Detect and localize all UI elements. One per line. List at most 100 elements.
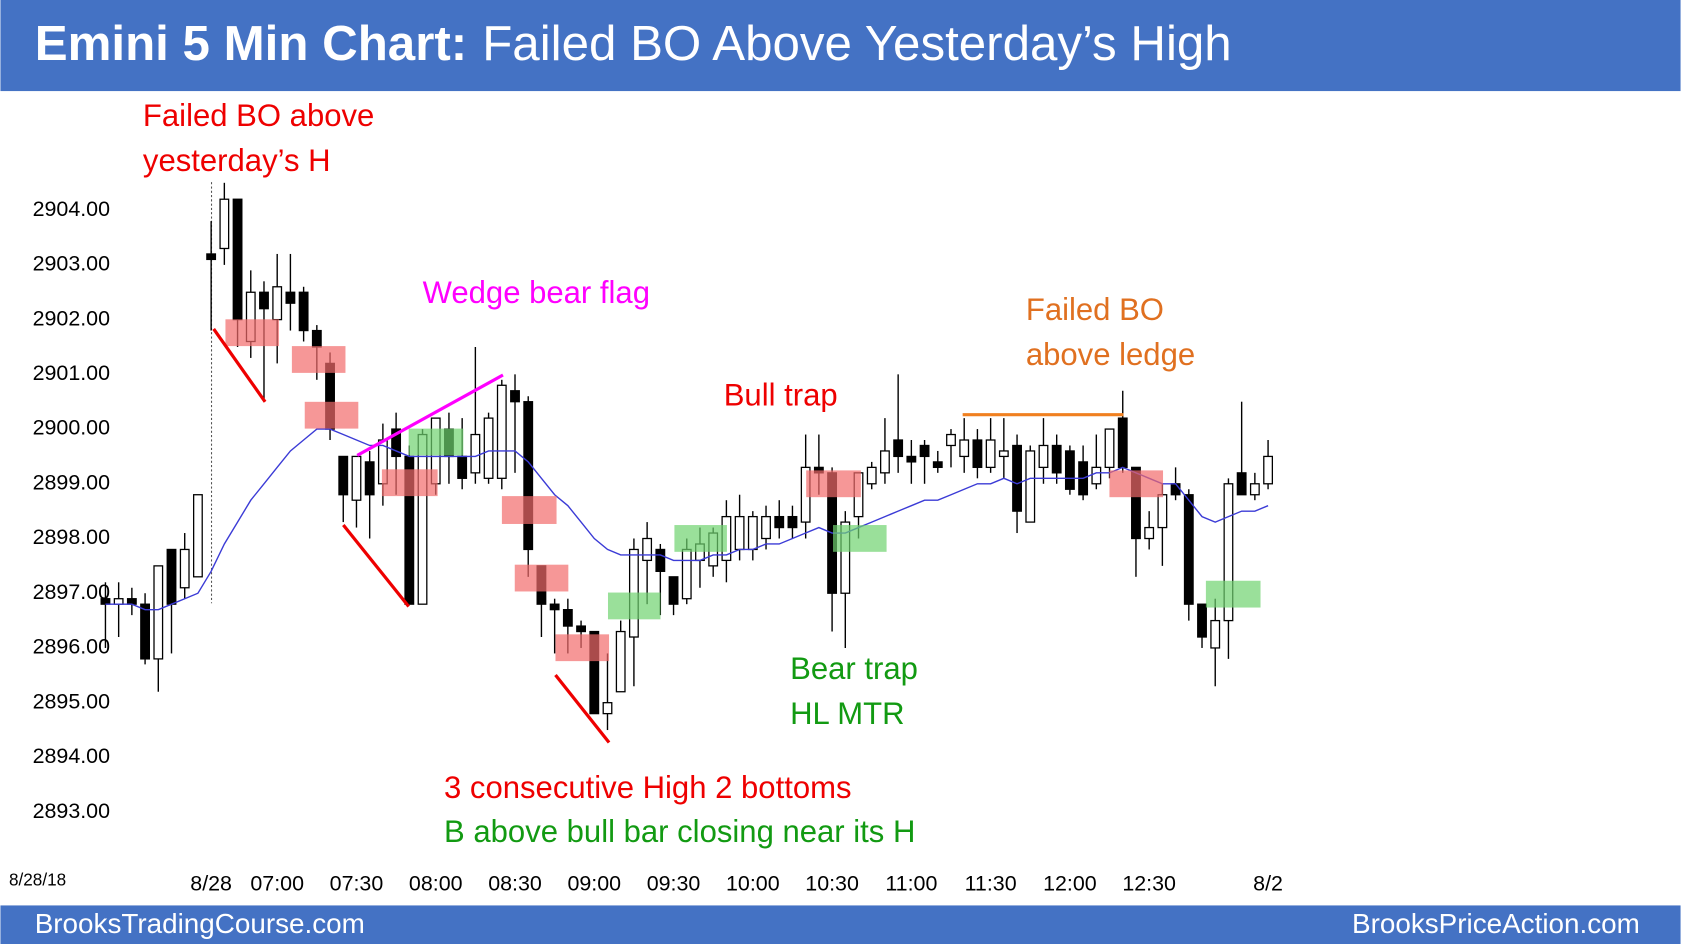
sell-box bbox=[291, 346, 346, 373]
x-tick-label: 11:30 bbox=[965, 872, 1017, 896]
sell-box bbox=[501, 496, 557, 524]
candle-body bbox=[1223, 483, 1234, 622]
candle-body bbox=[549, 603, 560, 611]
y-tick-label: 2893.00 bbox=[33, 799, 111, 823]
candle-body bbox=[483, 417, 494, 479]
candle-body bbox=[880, 450, 890, 474]
candle-body bbox=[1170, 483, 1181, 496]
candle-body bbox=[602, 702, 613, 715]
candle-body bbox=[893, 439, 904, 458]
candle-body bbox=[734, 515, 745, 551]
y-tick-label: 2901.00 bbox=[33, 361, 111, 385]
title-rest: Failed BO Above Yesterday’s High bbox=[482, 16, 1232, 71]
annotation: 3 consecutive High 2 bottoms bbox=[444, 770, 851, 805]
candle-body bbox=[1183, 494, 1194, 605]
candle-body bbox=[1197, 603, 1207, 638]
candle-body bbox=[985, 439, 996, 469]
candle-body bbox=[946, 433, 956, 447]
candle-body bbox=[1263, 455, 1274, 485]
x-tick-label: 08:30 bbox=[488, 872, 542, 896]
sell-box bbox=[555, 634, 610, 662]
candle-body bbox=[1144, 526, 1155, 540]
candle-body bbox=[417, 433, 428, 605]
x-tick-label: 8/28 bbox=[190, 872, 232, 896]
y-tick-label: 2895.00 bbox=[33, 689, 111, 713]
title-bold: Emini 5 Min Chart: bbox=[35, 16, 467, 71]
candle-body bbox=[1091, 466, 1102, 485]
ema-line bbox=[105, 428, 1269, 611]
annotation: yesterday’s H bbox=[143, 143, 331, 178]
buy-box bbox=[832, 525, 887, 552]
candle-body bbox=[391, 428, 402, 458]
candle-body bbox=[840, 521, 851, 594]
candle-body bbox=[523, 401, 534, 551]
candle-body bbox=[179, 548, 190, 589]
candle-body bbox=[364, 461, 375, 496]
candle-body bbox=[140, 603, 151, 660]
candle-body bbox=[576, 625, 586, 633]
candle-body bbox=[1064, 450, 1075, 490]
x-tick-label: 09:30 bbox=[647, 872, 701, 896]
candle-body bbox=[1157, 494, 1168, 529]
candle-body bbox=[496, 384, 507, 479]
candle-body bbox=[972, 439, 983, 469]
candle-body bbox=[285, 291, 296, 304]
trend-lines bbox=[212, 328, 1124, 744]
candle-body bbox=[1051, 444, 1062, 474]
footer-right: BrooksPriceAction.com bbox=[1352, 908, 1640, 939]
y-tick-label: 2902.00 bbox=[33, 306, 111, 330]
candle-body bbox=[787, 515, 798, 529]
candle-body bbox=[1038, 444, 1049, 469]
buy-box bbox=[674, 525, 727, 552]
candle-body bbox=[1210, 619, 1221, 649]
x-tick-label: 09:00 bbox=[567, 872, 621, 896]
candle-body bbox=[113, 598, 124, 605]
x-tick-label: 08:00 bbox=[409, 872, 463, 896]
candle-body bbox=[510, 390, 520, 403]
buy-box bbox=[1205, 580, 1261, 608]
candle-body bbox=[932, 461, 943, 469]
annotation: Bear trap bbox=[790, 651, 918, 686]
footer-left: BrooksTradingCourse.com bbox=[35, 908, 365, 939]
candle-body bbox=[470, 433, 481, 474]
candle-body bbox=[1025, 450, 1036, 523]
candle-body bbox=[589, 630, 600, 715]
annotation: Failed BO above bbox=[143, 98, 374, 133]
candle-body bbox=[1104, 428, 1115, 469]
candle-body bbox=[1117, 417, 1128, 469]
candle-body bbox=[232, 198, 243, 321]
candle-body bbox=[192, 494, 203, 578]
candle-body bbox=[747, 515, 758, 551]
sell-box bbox=[1109, 470, 1164, 498]
annotation: above ledge bbox=[1026, 337, 1195, 372]
red-line bbox=[342, 524, 410, 608]
red-line bbox=[554, 674, 611, 744]
candle-body bbox=[774, 515, 785, 529]
date-label: 8/28/18 bbox=[9, 869, 66, 889]
x-tick-label: 07:30 bbox=[330, 872, 384, 896]
buy-box bbox=[408, 428, 464, 456]
candle-body bbox=[1012, 444, 1022, 512]
sell-box bbox=[514, 564, 569, 592]
candle-body bbox=[1131, 466, 1141, 540]
candle-body bbox=[126, 598, 137, 605]
candle-body bbox=[866, 466, 877, 485]
annotation: HL MTR bbox=[790, 696, 904, 731]
candle-body bbox=[562, 609, 573, 627]
candle-body bbox=[219, 198, 230, 250]
wedge-line bbox=[356, 373, 504, 457]
x-tick-label: 07:00 bbox=[250, 872, 304, 896]
x-tick-label: 8/2 bbox=[1253, 872, 1283, 896]
candle-body bbox=[761, 515, 771, 540]
y-tick-label: 2894.00 bbox=[33, 744, 111, 768]
candle-body bbox=[906, 455, 917, 463]
candle-body bbox=[457, 455, 468, 479]
header-bar bbox=[0, 0, 1681, 92]
annotation: B above bull bar closing near its H bbox=[444, 814, 915, 849]
y-tick-label: 2896.00 bbox=[33, 635, 111, 659]
y-tick-label: 2900.00 bbox=[33, 416, 111, 440]
x-tick-label: 12:30 bbox=[1122, 872, 1176, 896]
candle-body bbox=[1236, 472, 1247, 496]
